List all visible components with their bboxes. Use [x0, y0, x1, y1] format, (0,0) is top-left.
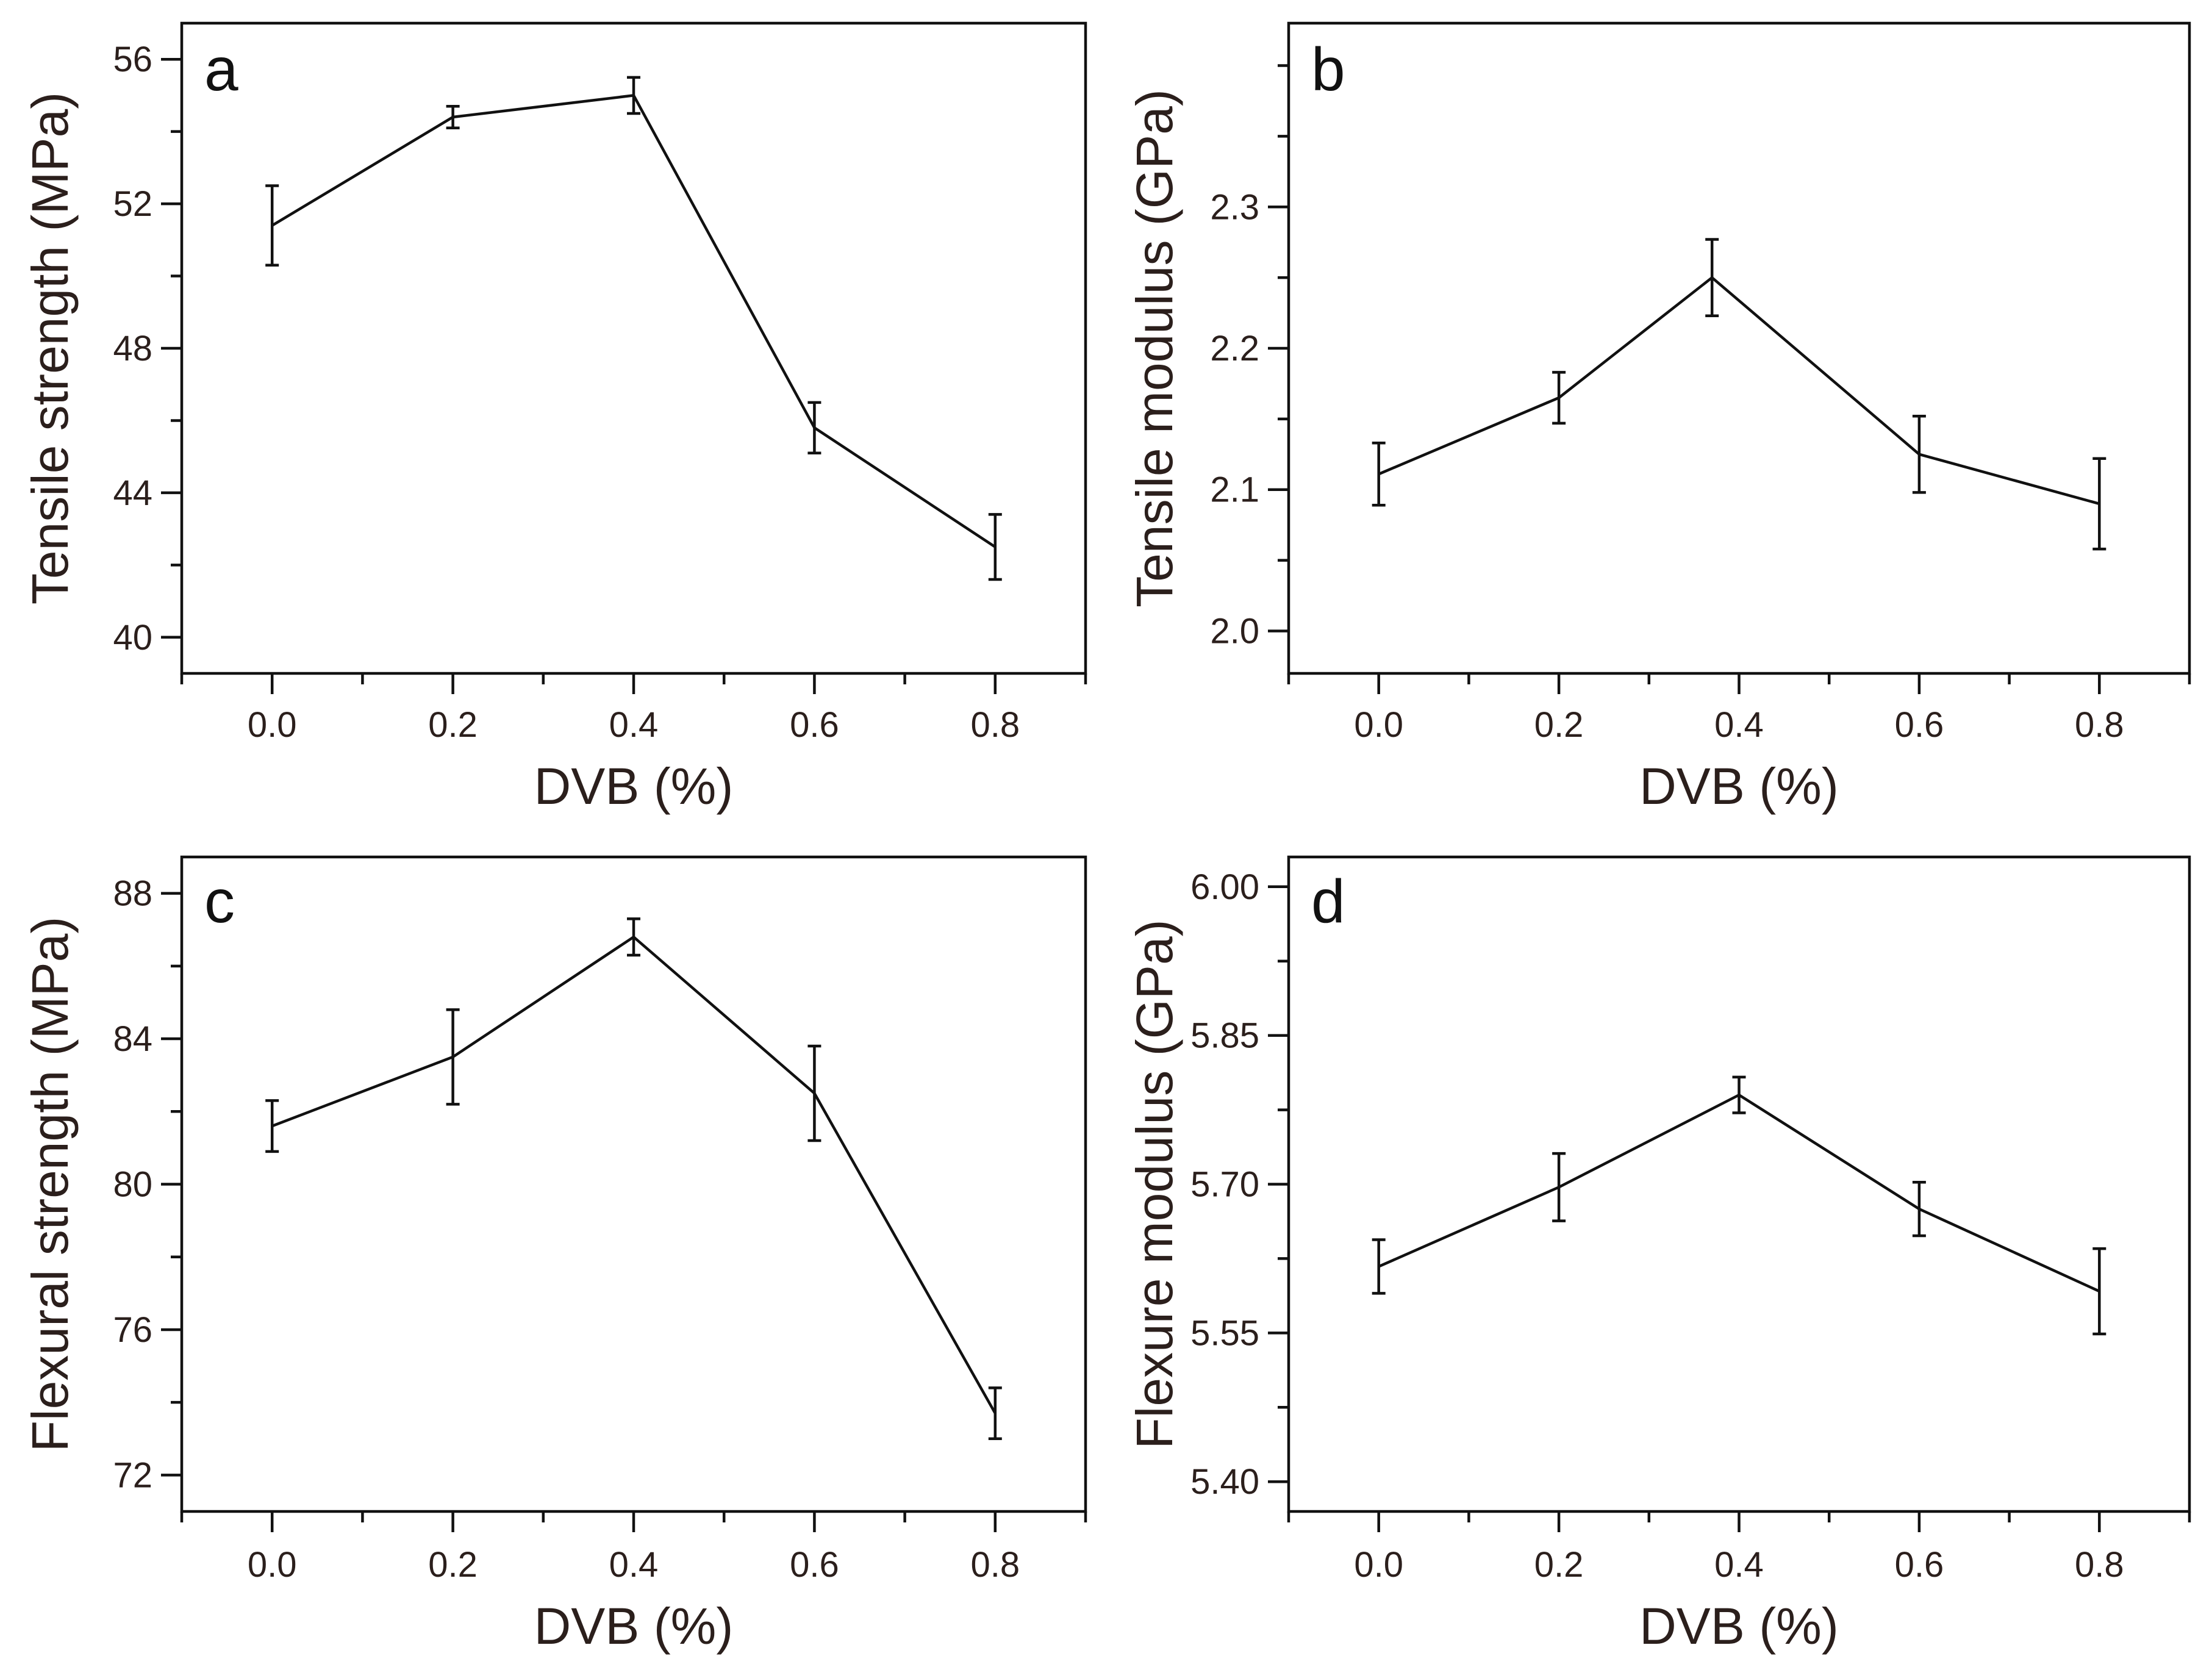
panel-a-y-tick-label: 40	[113, 618, 152, 658]
panel-a-y-tick-label: 56	[113, 40, 152, 79]
panel-a: 0.0 0.2 0.4 0.6 0.8 40 44 48 52 56 DVB (%) Tensile …	[21, 21, 1087, 815]
panel-a-x-tick-label: 0.8	[970, 705, 1020, 745]
panel-c-x-tick-label: 0.0	[248, 1545, 297, 1585]
panel-d-plot-frame	[1287, 855, 2191, 1513]
panel-c: 0.0 0.2 0.4 0.6 0.8 72 76 80 84 88 DVB (%) Flexural…	[21, 855, 1087, 1655]
panel-b-plot-frame	[1287, 21, 2191, 675]
panel-d-x-tick-label: 0.2	[1534, 1545, 1584, 1585]
panel-b-letter: b	[1311, 35, 1345, 104]
panel-b-series-line	[1378, 276, 2100, 506]
panel-d-y-tick-label: 5.70	[1190, 1165, 1259, 1205]
panel-a-x-tick-label: 0.4	[609, 705, 659, 745]
panel-b-y-tick-label: 2.1	[1210, 470, 1259, 510]
panel-b-x-tick-label: 0.0	[1354, 705, 1403, 745]
panel-a-x-tick-label: 0.2	[428, 705, 478, 745]
panel-b-y-axis-title: Tensile modulus (GPa)	[1126, 89, 1183, 608]
panel-c-x-axis-title: DVB (%)	[534, 1597, 734, 1655]
panel-d-x-tick-label: 0.6	[1895, 1545, 1944, 1585]
panel-a-x-tick-label: 0.0	[248, 705, 297, 745]
panel-b: 0.0 0.2 0.4 0.6 0.8 2.0 2.1 2.2 2.3 DVB (%) Tensil…	[1126, 21, 2191, 815]
panel-c-series-line	[271, 935, 997, 1414]
panel-b-y-tick-label: 2.0	[1210, 611, 1259, 651]
panel-c-x-tick-label: 0.6	[790, 1545, 839, 1585]
panel-c-y-axis-title: Flexural strength (MPa)	[21, 917, 79, 1452]
panel-d-letter: d	[1311, 867, 1345, 936]
panel-a-y-tick-label: 52	[113, 184, 152, 224]
panel-b-y-tick-label: 2.3	[1210, 187, 1259, 227]
panel-a-series-line	[271, 94, 997, 548]
panel-a-x-tick-label: 0.6	[790, 705, 839, 745]
panel-a-letter: a	[204, 35, 238, 104]
panel-b-x-tick-label: 0.2	[1534, 705, 1584, 745]
panel-c-letter: c	[204, 867, 235, 936]
panel-c-y-tick-label: 72	[113, 1455, 152, 1495]
panel-d-x-tick-label: 0.0	[1354, 1545, 1403, 1585]
panel-d-x-axis-title: DVB (%)	[1639, 1597, 1839, 1655]
panel-d-y-tick-label: 6.00	[1190, 867, 1259, 907]
panel-d-series-line	[1378, 1093, 2100, 1293]
panel-d-y-tick-label: 5.55	[1190, 1313, 1259, 1353]
panel-d-y-tick-label: 5.85	[1190, 1016, 1259, 1056]
panel-a-y-tick-label: 48	[113, 329, 152, 368]
panel-a-x-axis-title: DVB (%)	[534, 758, 734, 815]
panel-b-x-axis-title: DVB (%)	[1639, 758, 1839, 815]
panel-b-x-tick-label: 0.8	[2075, 705, 2124, 745]
panel-d-y-tick-label: 5.40	[1190, 1462, 1259, 1502]
panel-a-plot-frame	[180, 21, 1087, 675]
panel-c-y-tick-label: 88	[113, 874, 152, 914]
panel-d-y-axis-title: Flexure modulus (GPa)	[1126, 919, 1183, 1449]
panel-d-x-tick-label: 0.4	[1714, 1545, 1764, 1585]
panel-b-y-tick-label: 2.2	[1210, 329, 1259, 368]
panel-a-y-axis-title: Tensile strength (MPa)	[21, 92, 79, 604]
panel-c-x-tick-label: 0.4	[609, 1545, 659, 1585]
panel-b-x-tick-label: 0.4	[1714, 705, 1764, 745]
panel-c-y-tick-label: 84	[113, 1019, 152, 1059]
panel-d: 0.0 0.2 0.4 0.6 0.8 5.40 5.55 5.70 5.85 6.00 DVB (…	[1126, 855, 2191, 1655]
panel-c-x-tick-label: 0.8	[970, 1545, 1020, 1585]
panel-b-x-tick-label: 0.6	[1895, 705, 1944, 745]
panel-c-y-tick-label: 80	[113, 1165, 152, 1205]
panel-c-y-tick-label: 76	[113, 1310, 152, 1350]
panel-c-x-tick-label: 0.2	[428, 1545, 478, 1585]
panel-a-y-tick-label: 44	[113, 473, 152, 513]
panel-d-x-tick-label: 0.8	[2075, 1545, 2124, 1585]
